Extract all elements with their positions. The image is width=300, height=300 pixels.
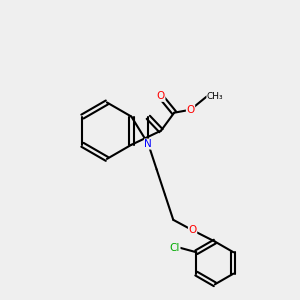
Text: N: N <box>144 139 152 149</box>
Text: O: O <box>186 105 195 115</box>
Text: CH₃: CH₃ <box>207 92 224 101</box>
Text: Cl: Cl <box>169 243 180 253</box>
Text: O: O <box>188 225 197 235</box>
Text: O: O <box>157 92 165 101</box>
